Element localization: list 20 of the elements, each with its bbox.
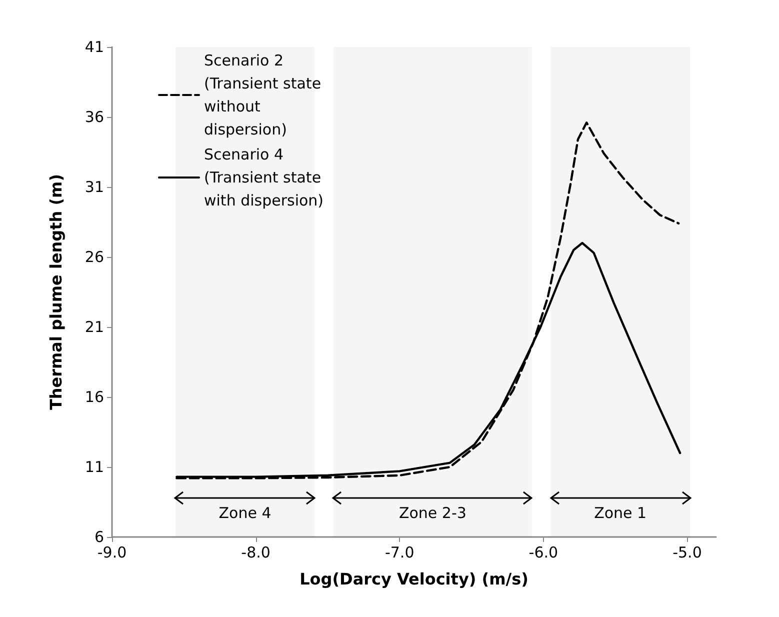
y-tick-label: 21 — [84, 318, 104, 336]
band-label: Zone 1 — [593, 504, 648, 522]
band-label: Zone 4 — [218, 504, 272, 522]
x-tick-label: -5.0 — [672, 544, 702, 562]
y-axis-title: Thermal plume length (m) — [46, 174, 66, 410]
y-tick-label: 36 — [84, 108, 104, 126]
y-tick-label: 11 — [84, 458, 104, 476]
y-tick-label: 31 — [84, 178, 104, 196]
x-tick-label: -9.0 — [97, 544, 127, 562]
legend-label: Scenario 4 (Transient state with dispersion) — [204, 146, 324, 210]
x-tick-label: -7.0 — [384, 544, 414, 562]
x-tick-label: -8.0 — [241, 544, 270, 562]
legend-label: Scenario 2 (Transient state without dispersion) — [204, 52, 322, 138]
x-axis-title: Log(Darcy Velocity) (m/s) — [300, 570, 528, 588]
x-tick-label: -6.0 — [528, 544, 558, 562]
y-tick-label: 26 — [84, 248, 104, 266]
band-label: Zone 2-3 — [398, 504, 468, 522]
y-tick-label: 16 — [84, 388, 104, 406]
y-tick-label: 41 — [84, 38, 104, 56]
y-tick-label: 6 — [94, 528, 104, 546]
